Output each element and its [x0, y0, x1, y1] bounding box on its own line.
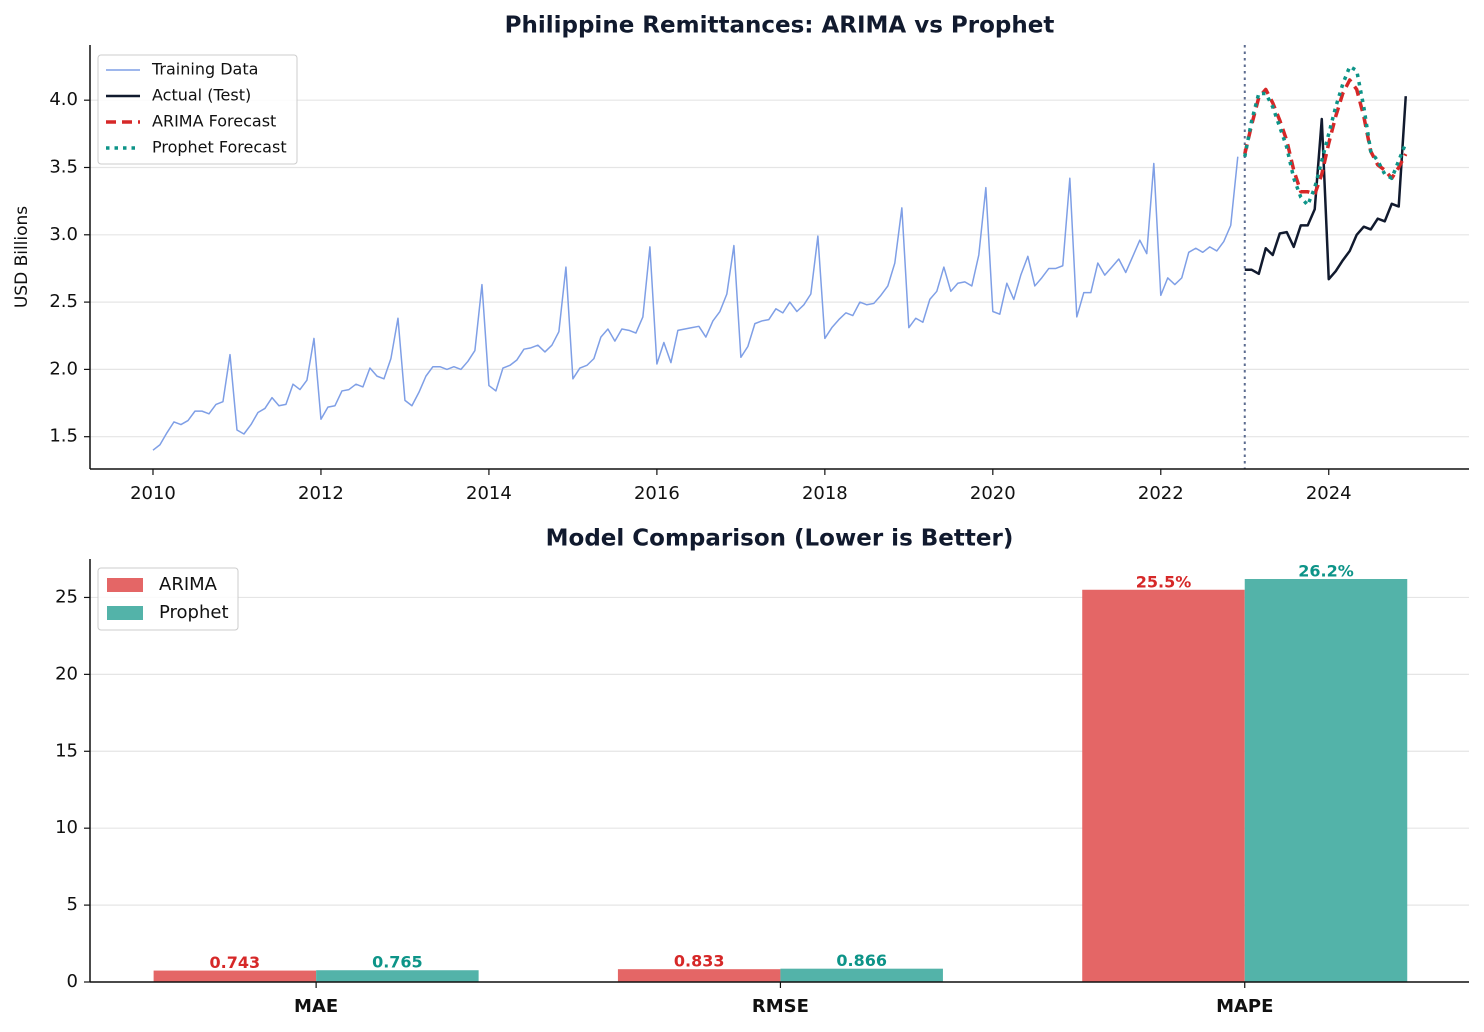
legend-label: ARIMA Forecast: [152, 112, 276, 131]
legend-swatch: [107, 606, 143, 620]
legend-label: Actual (Test): [152, 86, 251, 105]
x-tick-label: MAE: [294, 996, 338, 1017]
bar: [316, 970, 479, 982]
x-tick-label: MAPE: [1216, 996, 1273, 1017]
y-tick-label: 5: [67, 894, 78, 915]
y-axis-label: USD Billions: [12, 206, 32, 308]
value-label: 0.866: [836, 951, 887, 970]
x-tick-label: 2012: [298, 483, 344, 504]
y-tick-label: 2.0: [49, 358, 78, 379]
y-tick-label: 2.5: [49, 291, 78, 312]
x-tick-label: 2022: [1138, 483, 1184, 504]
legend-swatch: [107, 578, 143, 592]
bar: [153, 970, 317, 982]
x-tick-label: 2018: [802, 483, 848, 504]
y-tick-label: 3.0: [49, 224, 78, 245]
chart-title: Philippine Remittances: ARIMA vs Prophet: [505, 13, 1055, 39]
x-tick-label: RMSE: [752, 996, 809, 1017]
y-tick-label: 15: [55, 740, 78, 761]
value-label: 0.765: [372, 953, 423, 972]
y-tick-label: 1.5: [49, 426, 78, 447]
legend-label: Prophet Forecast: [152, 138, 287, 157]
series-line: [152, 156, 1239, 451]
y-tick-label: 3.5: [49, 156, 78, 177]
y-tick-label: 20: [55, 663, 78, 684]
x-tick-label: 2014: [466, 483, 512, 504]
value-label: 26.2%: [1298, 561, 1354, 580]
legend-label: ARIMA: [159, 574, 218, 595]
chart-title: Model Comparison (Lower is Better): [546, 526, 1014, 552]
y-tick-label: 4.0: [49, 89, 78, 110]
bar: [617, 969, 781, 982]
x-tick-label: 2010: [130, 483, 176, 504]
y-tick-label: 25: [55, 586, 78, 607]
x-tick-label: 2024: [1306, 483, 1352, 504]
x-tick-label: 2020: [970, 483, 1016, 504]
value-label: 0.833: [674, 952, 725, 971]
series-line: [1244, 96, 1408, 281]
bar: [1244, 578, 1408, 982]
bar: [1082, 589, 1245, 982]
value-label: 0.743: [210, 953, 261, 972]
y-tick-label: 0: [67, 971, 78, 992]
x-tick-label: 2016: [634, 483, 680, 504]
value-label: 25.5%: [1136, 572, 1192, 591]
legend-label: Prophet: [159, 602, 229, 623]
y-tick-label: 10: [55, 817, 78, 838]
legend-label: Training Data: [151, 60, 258, 79]
legend-box: [97, 54, 298, 165]
bar: [780, 968, 943, 982]
